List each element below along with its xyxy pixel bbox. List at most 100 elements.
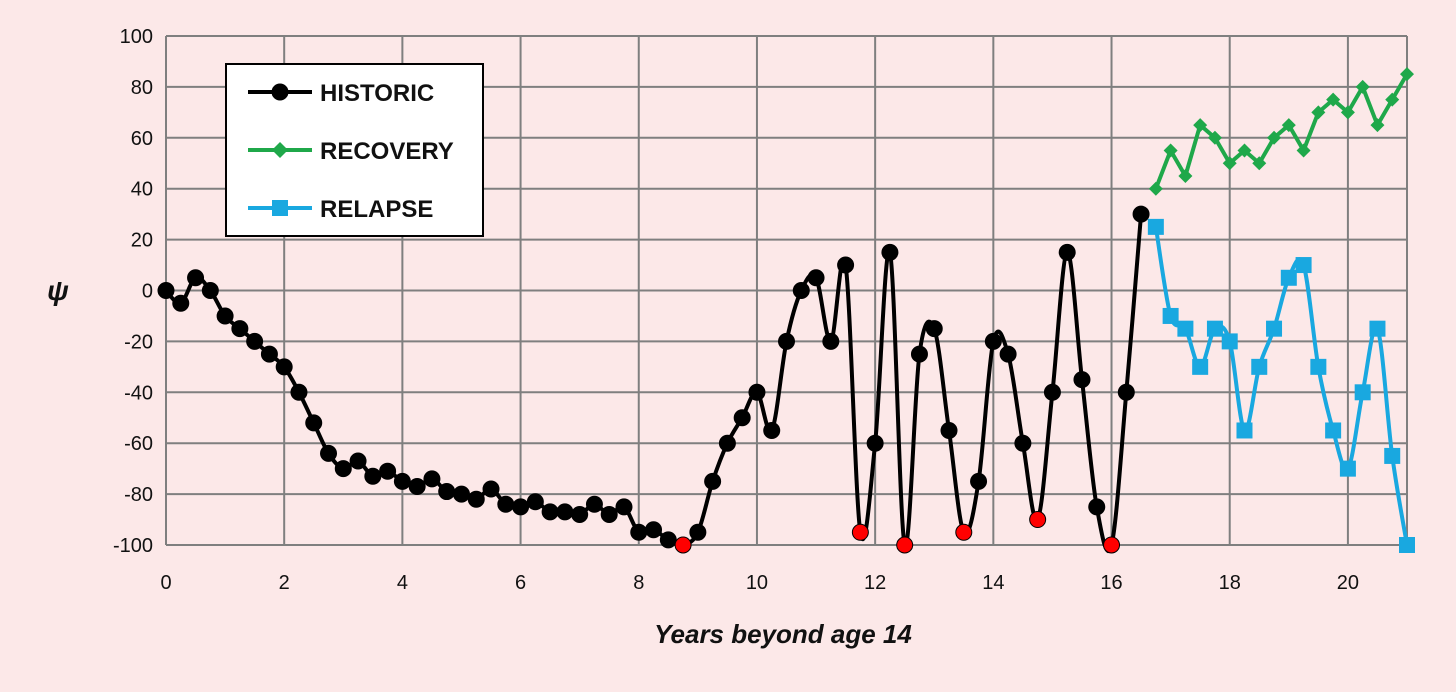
- series-relapse: [1147, 218, 1415, 553]
- data-point-historic: [452, 485, 470, 503]
- data-point-historic: [792, 282, 810, 299]
- y-tick-label: 40: [131, 179, 153, 201]
- data-point-historic: [984, 332, 1002, 350]
- data-point-historic: [246, 332, 264, 350]
- data-point-historic: [778, 332, 795, 350]
- data-point-historic: [822, 332, 840, 350]
- x-tick-label: 4: [397, 572, 408, 594]
- data-point-historic: [718, 434, 736, 452]
- data-point-historic: [497, 495, 515, 513]
- x-tick-label: 18: [1219, 572, 1241, 594]
- data-point-historic: [393, 472, 411, 490]
- x-tick-label: 16: [1100, 572, 1122, 594]
- data-point-historic: [275, 358, 293, 376]
- legend-marker-relapse: [272, 200, 288, 216]
- data-point-recovery: [1267, 130, 1282, 145]
- data-point-recovery: [1252, 156, 1267, 171]
- legend-marker-historic: [271, 83, 289, 101]
- data-point-historic: [748, 383, 766, 401]
- highlighted-point: [1103, 536, 1121, 554]
- x-tick-label: 8: [633, 572, 644, 594]
- data-point-historic: [1014, 434, 1032, 452]
- x-tick-label: 6: [515, 572, 526, 594]
- data-point-historic: [866, 434, 884, 452]
- data-point-recovery: [1326, 92, 1341, 107]
- highlighted-point: [674, 536, 692, 554]
- data-point-relapse: [1354, 384, 1371, 401]
- data-point-relapse: [1221, 333, 1238, 350]
- y-tick-label: -20: [124, 331, 153, 353]
- x-tick-label: 12: [864, 572, 886, 594]
- data-point-historic: [645, 521, 663, 539]
- data-point-historic: [763, 421, 781, 439]
- legend-label-recovery: RECOVERY: [320, 138, 454, 165]
- x-tick-label: 0: [160, 572, 171, 594]
- data-point-historic: [571, 505, 589, 523]
- data-point-historic: [349, 452, 367, 470]
- data-point-relapse: [1310, 358, 1327, 375]
- data-point-historic: [630, 523, 648, 541]
- data-point-historic: [201, 282, 219, 299]
- x-tick-label: 20: [1337, 572, 1359, 594]
- data-point-relapse: [1369, 320, 1386, 337]
- series-historic: [157, 205, 1150, 554]
- y-tick-label: -80: [124, 484, 153, 506]
- data-point-recovery: [1178, 168, 1193, 183]
- data-point-historic: [438, 483, 456, 501]
- data-point-historic: [467, 490, 485, 508]
- data-point-historic: [1073, 371, 1091, 389]
- data-point-historic: [526, 493, 544, 511]
- data-point-recovery: [1400, 67, 1414, 82]
- data-point-recovery: [1237, 143, 1252, 158]
- legend-label-historic: HISTORIC: [320, 80, 434, 107]
- data-point-historic: [512, 498, 530, 516]
- data-point-historic: [910, 345, 928, 363]
- y-tick-label: 60: [131, 128, 153, 150]
- data-point-relapse: [1399, 537, 1415, 553]
- x-tick-label: 2: [279, 572, 290, 594]
- data-point-historic: [970, 472, 988, 490]
- data-point-historic: [423, 470, 441, 488]
- data-point-relapse: [1266, 320, 1283, 337]
- data-point-relapse: [1206, 320, 1223, 337]
- legend-label-relapse: RELAPSE: [320, 196, 433, 223]
- y-axis-label: ψ: [47, 275, 69, 306]
- data-point-historic: [1132, 205, 1150, 223]
- data-point-historic: [1058, 243, 1076, 261]
- data-point-historic: [290, 383, 308, 401]
- series-layer: [157, 67, 1415, 554]
- data-point-historic: [172, 294, 190, 312]
- data-point-historic: [231, 320, 249, 338]
- data-point-recovery: [1193, 118, 1208, 133]
- data-point-historic: [704, 472, 722, 490]
- data-point-historic: [881, 243, 899, 261]
- data-point-relapse: [1147, 218, 1164, 235]
- data-point-recovery: [1148, 181, 1163, 196]
- highlighted-point: [896, 536, 914, 554]
- x-tick-label: 10: [746, 572, 768, 594]
- data-point-historic: [305, 414, 323, 432]
- highlighted-point: [955, 523, 973, 541]
- data-point-recovery: [1222, 156, 1237, 171]
- x-tick-labels: 0 2 4 6 8 10 12 14 16 18 20: [160, 572, 1359, 594]
- legend-marker-recovery: [272, 142, 288, 158]
- data-point-historic: [733, 409, 751, 427]
- legend: HISTORIC RECOVERY RELAPSE: [225, 63, 484, 237]
- data-point-recovery: [1311, 105, 1326, 120]
- data-point-historic: [837, 256, 855, 274]
- data-point-historic: [600, 505, 618, 523]
- data-point-historic: [1043, 383, 1061, 401]
- x-axis-label: Years beyond age 14: [654, 619, 912, 649]
- x-tick-label: 14: [982, 572, 1004, 594]
- data-point-historic: [408, 477, 426, 495]
- data-point-historic: [585, 495, 603, 513]
- data-point-relapse: [1295, 257, 1312, 274]
- series-line-recovery: [1153, 73, 1409, 190]
- data-point-historic: [482, 480, 500, 498]
- highlighted-point: [1029, 511, 1047, 529]
- y-tick-label: 80: [131, 77, 153, 99]
- y-tick-label: 100: [120, 26, 153, 48]
- data-point-historic: [689, 523, 707, 541]
- data-point-historic: [615, 498, 633, 516]
